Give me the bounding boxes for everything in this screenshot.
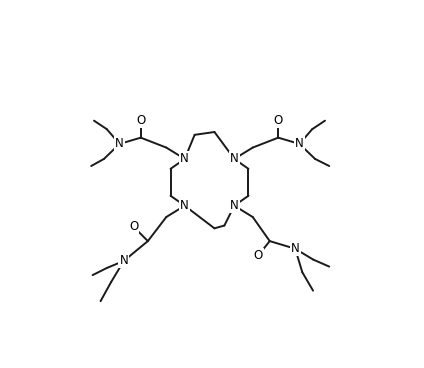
Text: N: N [230, 152, 239, 166]
Text: N: N [180, 199, 189, 212]
Text: O: O [129, 220, 138, 233]
Text: O: O [254, 249, 263, 262]
Text: N: N [115, 137, 124, 151]
Text: O: O [136, 114, 145, 127]
Text: N: N [291, 242, 300, 255]
Text: N: N [120, 254, 128, 268]
Text: N: N [295, 137, 304, 151]
Text: N: N [180, 152, 189, 166]
Text: N: N [230, 199, 239, 212]
Text: O: O [273, 114, 283, 127]
